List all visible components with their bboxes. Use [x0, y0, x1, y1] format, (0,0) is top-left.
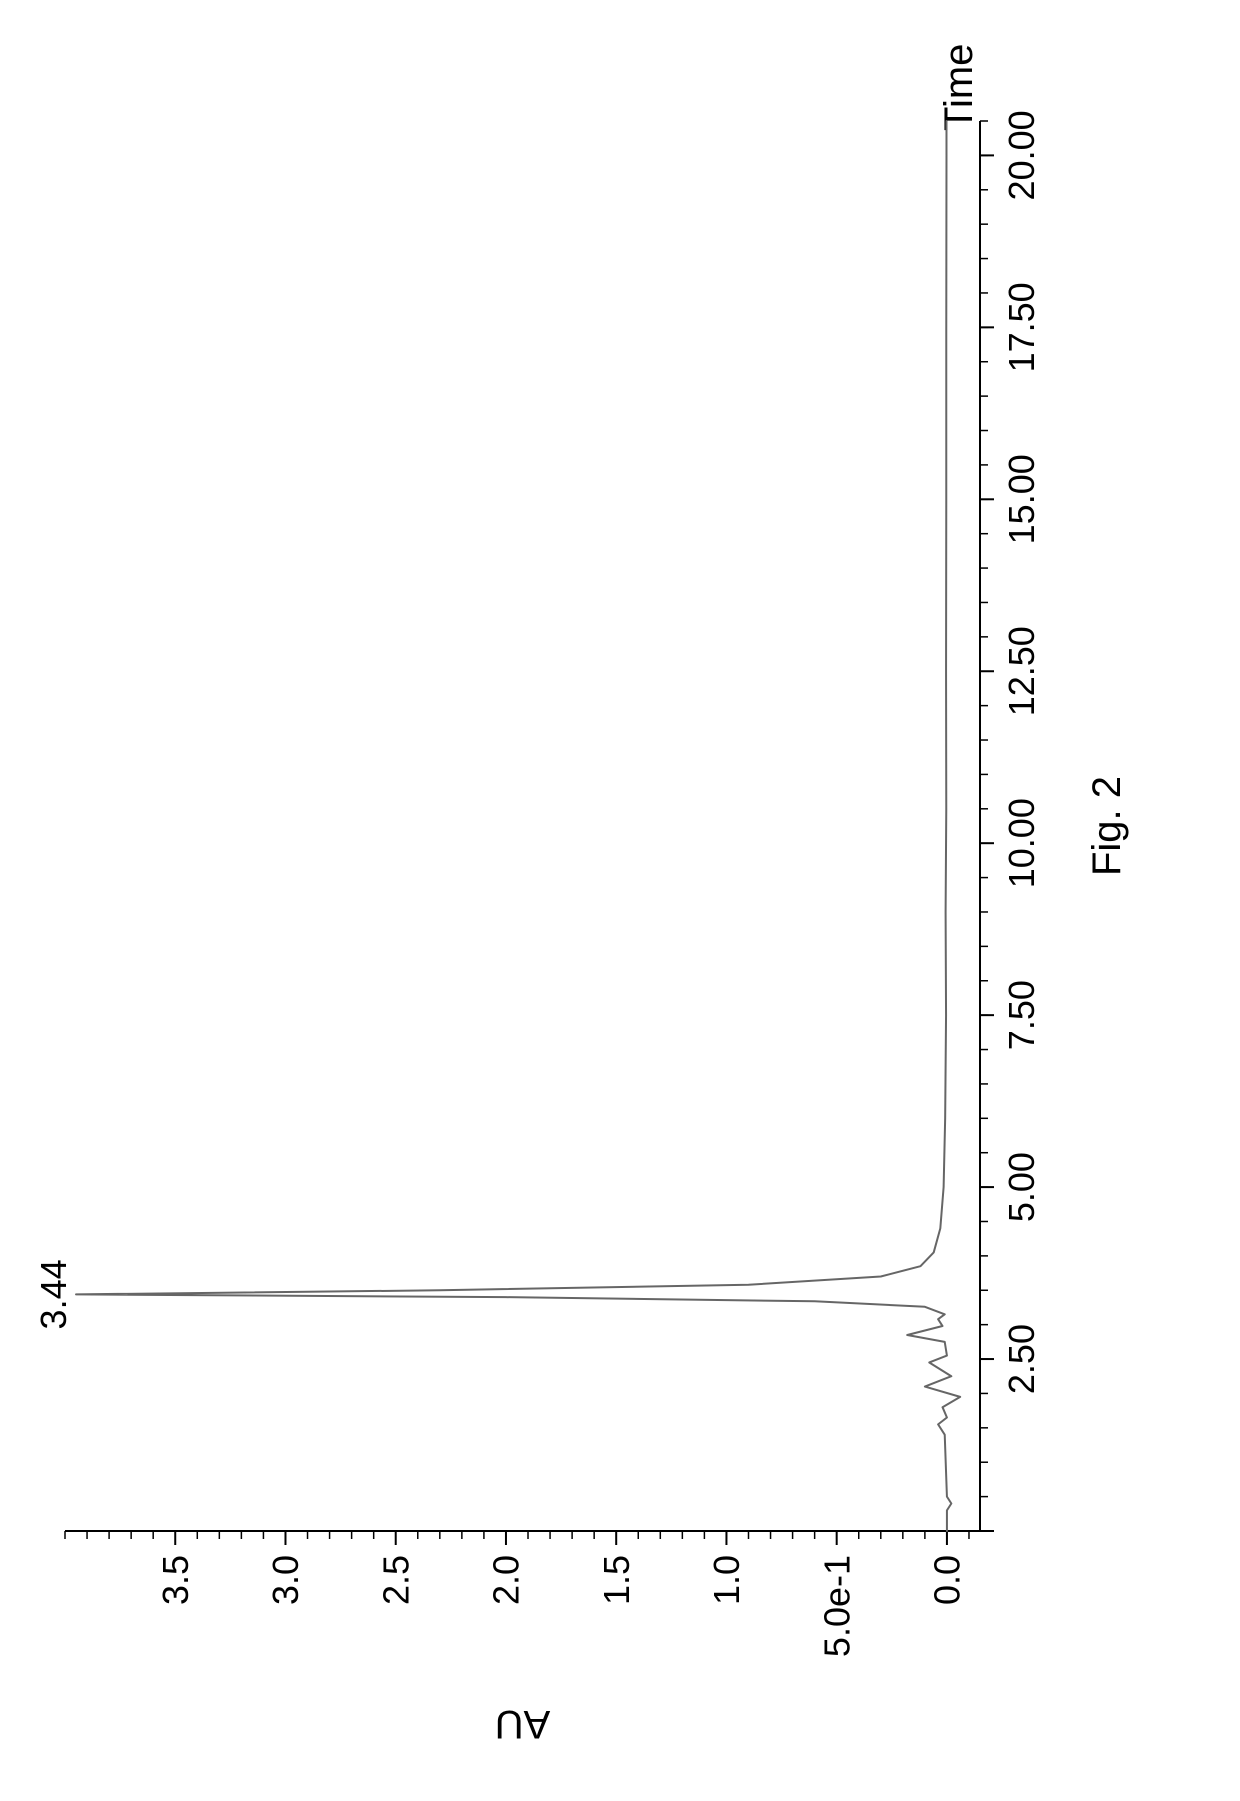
x-tick-label: 17.50 — [1001, 282, 1042, 372]
y-tick-label: 0.0 — [927, 1555, 968, 1605]
y-tick-label: 1.5 — [596, 1555, 637, 1605]
page: { "figure_caption": "Fig. 2", "caption_f… — [0, 0, 1240, 1801]
x-tick-label: 10.00 — [1001, 798, 1042, 888]
y-tick-label: 3.0 — [265, 1555, 306, 1605]
figure-caption: Fig. 2 — [1085, 776, 1129, 876]
y-tick-label: 2.0 — [486, 1555, 527, 1605]
y-tick-label: 1.0 — [706, 1555, 747, 1605]
x-tick-label: 12.50 — [1001, 626, 1042, 716]
x-tick-label: 7.50 — [1001, 980, 1042, 1050]
x-tick-label: 2.50 — [1001, 1324, 1042, 1394]
peak-label: 3.44 — [33, 1259, 74, 1329]
y-tick-label: 2.5 — [375, 1555, 416, 1605]
y-tick-label: 5.0e-1 — [816, 1555, 857, 1657]
x-tick-label: 20.00 — [1001, 110, 1042, 200]
x-axis-title: Time — [937, 44, 981, 131]
chromatogram-chart: 2.50 5.00 7.50 10.00 12.50 15.00 17.50 20.00 Tim… — [0, 0, 1240, 1801]
chromatogram-trace — [76, 121, 960, 1531]
x-tick-label: 5.00 — [1001, 1152, 1042, 1222]
x-tick-label: 15.00 — [1001, 454, 1042, 544]
chart-wrapper: 2.50 5.00 7.50 10.00 12.50 15.00 17.50 20.00 Tim… — [0, 0, 1240, 1801]
y-tick-label: 3.5 — [155, 1555, 196, 1605]
y-axis-title: AU — [495, 1702, 551, 1746]
